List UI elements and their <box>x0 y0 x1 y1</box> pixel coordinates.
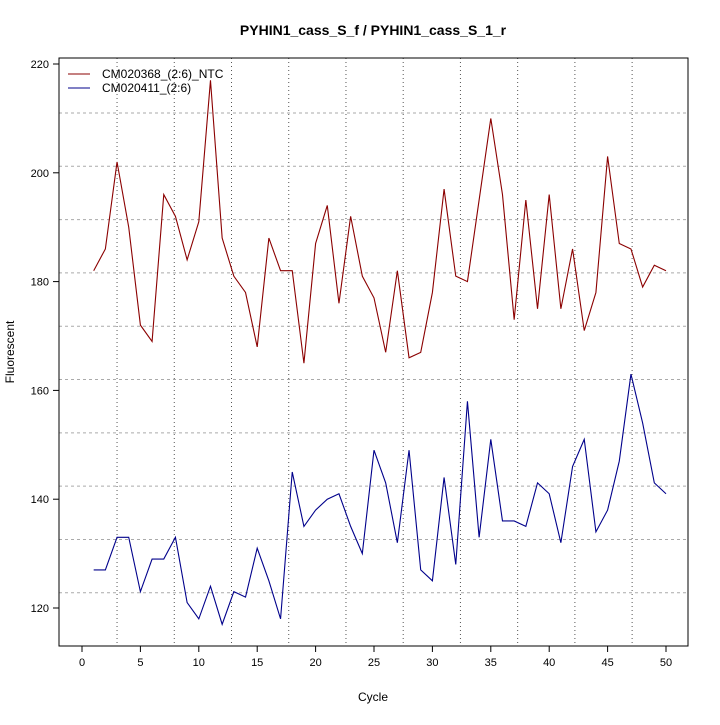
x-tick-label: 20 <box>309 657 321 669</box>
series-lines <box>94 80 666 624</box>
y-tick-label: 200 <box>31 168 49 180</box>
series-line <box>94 80 666 363</box>
legend-label: CM020411_(2:6) <box>102 81 191 95</box>
y-tick-label: 160 <box>31 385 49 397</box>
y-tick-label: 180 <box>31 277 49 289</box>
series-line <box>94 374 666 624</box>
x-tick-label: 50 <box>660 657 672 669</box>
x-tick-label: 45 <box>601 657 613 669</box>
x-tick-label: 10 <box>193 657 205 669</box>
legend-label: CM020368_(2:6)_NTC <box>102 67 224 81</box>
y-tick-label: 120 <box>31 603 49 615</box>
x-tick-label: 30 <box>426 657 438 669</box>
plot-frame <box>59 58 688 646</box>
grid <box>59 58 688 646</box>
y-tick-label: 220 <box>31 59 49 71</box>
y-axis-label: Fluorescent <box>3 320 17 383</box>
x-tick-label: 15 <box>251 657 263 669</box>
x-axis: 0 5 10 15 20 25 30 35 40 45 50 <box>79 646 672 669</box>
y-axis: 120 140 160 180 200 220 <box>31 59 59 615</box>
x-axis-label: Cycle <box>358 690 388 704</box>
x-tick-label: 0 <box>79 657 85 669</box>
x-tick-label: 5 <box>137 657 143 669</box>
y-tick-label: 140 <box>31 494 49 506</box>
chart-title: PYHIN1_cass_S_f / PYHIN1_cass_S_1_r <box>240 22 507 38</box>
x-tick-label: 35 <box>485 657 497 669</box>
x-tick-label: 40 <box>543 657 555 669</box>
x-tick-label: 25 <box>368 657 380 669</box>
